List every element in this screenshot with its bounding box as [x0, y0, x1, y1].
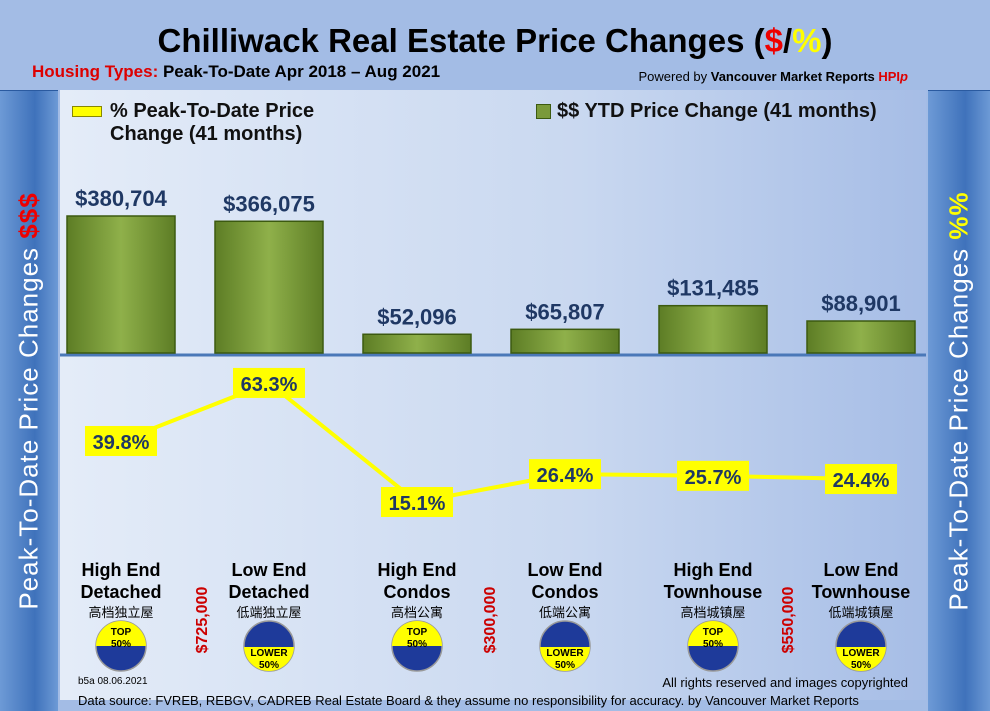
title-end: ) [821, 22, 833, 59]
legend-bar-swatch [536, 104, 551, 120]
category-chinese: 低端独立屋 [236, 605, 302, 620]
pct-label: 25.7% [685, 467, 742, 489]
bar-label: $65,807 [525, 299, 605, 324]
bar-label: $88,901 [821, 291, 901, 316]
bar-label: $131,485 [667, 276, 759, 301]
bar-label: $366,075 [223, 191, 315, 216]
footer-source: Data source: FVREB, REBGV, CADREB Real E… [78, 693, 859, 708]
badge-label: LOWER [842, 648, 880, 659]
category-label: Low End Condos [510, 559, 620, 603]
price-threshold: $725,000 [194, 587, 211, 654]
legend-bar: $$ YTD Price Change (41 months) [536, 100, 877, 123]
pct-label: 24.4% [833, 470, 890, 492]
category-label-line-2: Condos [383, 582, 451, 602]
legend-line: % Peak-To-Date Price Change (41 months) [72, 100, 314, 146]
badge-label: TOP [111, 627, 132, 638]
category-label-line-1: High End [377, 560, 457, 580]
bar-label: $52,096 [377, 304, 457, 329]
badge-pct: 50% [259, 660, 279, 671]
pct-label: 63.3% [241, 374, 298, 396]
pct-label-box [85, 425, 157, 456]
bar [66, 215, 176, 354]
chart-title: Chilliwack Real Estate Price Changes ($/… [0, 22, 990, 60]
pct-label-box [677, 460, 749, 491]
bar [214, 220, 324, 354]
legend-line-text-1: % Peak-To-Date Price [110, 100, 315, 122]
badge-pct: 50% [851, 660, 871, 671]
badge-label: TOP [407, 627, 428, 638]
title-text: Chilliwack Real Estate Price Changes ( [157, 22, 765, 59]
legend-bar-text: $$ YTD Price Change (41 months) [557, 100, 877, 122]
pct-label-box [529, 459, 601, 490]
right-side-panel: Peak-To-Date Price Changes %% [928, 90, 990, 711]
bar [362, 333, 472, 354]
category-label-line-2: Detached [80, 582, 162, 602]
powered-p: p [900, 69, 908, 84]
category-label: Low End Townhouse [806, 559, 916, 603]
pct-label-box [233, 367, 305, 398]
badge-label: LOWER [250, 648, 288, 659]
pct-label: 26.4% [537, 465, 594, 487]
category-label-line-2: Condos [531, 582, 599, 602]
bar [806, 320, 916, 354]
title-percent: % [792, 22, 822, 59]
price-threshold: $550,000 [780, 587, 797, 654]
category-label-line-1: High End [673, 560, 753, 580]
badge-pct: 50% [703, 639, 723, 650]
category-label-line-2: Detached [228, 582, 310, 602]
category-label-line-2: Townhouse [663, 582, 763, 602]
category-label-line-1: Low End [231, 560, 307, 580]
pct-line [120, 380, 862, 505]
category-label-line-1: High End [81, 560, 161, 580]
title-dollar: $ [764, 22, 783, 59]
bar [658, 304, 768, 354]
badge-pct: 50% [111, 639, 131, 650]
powered-brand: Vancouver Market Reports [710, 69, 879, 84]
bar [510, 328, 620, 354]
powered-by: Powered by Vancouver Market Reports HPIp [638, 69, 908, 84]
category-label-line-1: Low End [823, 560, 899, 580]
category-chinese: 高档公寓 [390, 605, 443, 620]
category-label-line-2: Townhouse [811, 582, 911, 602]
bar-label: $380,704 [75, 186, 168, 211]
footer-code: b5a 08.06.2021 [78, 676, 148, 687]
title-slash: / [782, 22, 793, 59]
badge-label: TOP [703, 627, 724, 638]
category-label: High End Detached [66, 559, 176, 603]
badge-pct: 50% [555, 660, 575, 671]
category-label: Low End Detached [214, 559, 324, 603]
pct-label-box [825, 464, 897, 495]
subtitle-label: Housing Types: [32, 62, 159, 81]
legend-line-swatch [72, 106, 102, 118]
badge-label: LOWER [546, 648, 584, 659]
category-label: High End Condos [362, 559, 472, 603]
category-chinese: 低端城镇屋 [828, 605, 894, 620]
pct-label-box [381, 487, 453, 518]
powered-hpi: HPI [878, 69, 901, 84]
pct-label: 15.1% [389, 493, 446, 515]
category-chinese: 低端公寓 [538, 605, 591, 620]
powered-prefix: Powered by [638, 69, 711, 84]
category-label-line-1: Low End [527, 560, 603, 580]
price-threshold: $300,000 [482, 587, 499, 654]
pct-label: 39.8% [93, 432, 150, 454]
legend-line-text-2: Change (41 months) [110, 123, 303, 145]
category-label: High End Townhouse [658, 559, 768, 603]
chart-area [60, 90, 926, 700]
subtitle-text: Peak-To-Date Apr 2018 – Aug 2021 [158, 62, 441, 81]
left-side-panel: Peak-To-Date Price Changes $$$ [0, 90, 58, 711]
category-chinese: 高档独立屋 [88, 605, 154, 620]
footer-rights: All rights reserved and images copyright… [662, 675, 908, 690]
category-chinese: 高档城镇屋 [680, 605, 746, 620]
subtitle: Housing Types: Peak-To-Date Apr 2018 – A… [32, 62, 440, 82]
badge-pct: 50% [407, 639, 427, 650]
